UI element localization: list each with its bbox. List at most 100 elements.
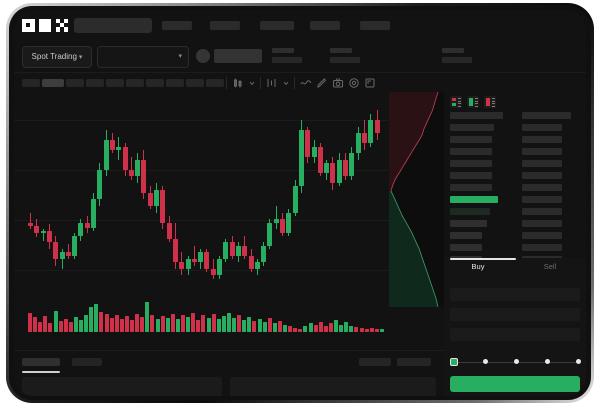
orderbook-right-row[interactable] (522, 196, 562, 203)
settings-gear-icon[interactable] (348, 77, 360, 89)
market-type-selector[interactable]: Spot Trading ▾ (22, 46, 92, 68)
bottom-tab-2[interactable] (72, 358, 102, 366)
tab-sell[interactable]: Sell (543, 262, 557, 271)
slider-stop-100[interactable] (575, 359, 581, 364)
orderbook-right-row[interactable] (522, 112, 571, 119)
camera-snapshot-icon[interactable] (332, 77, 344, 89)
orderbook-right-row[interactable] (522, 220, 562, 227)
trading-pair-selector[interactable]: ▾ (97, 46, 189, 68)
nav-item-2[interactable] (210, 21, 240, 30)
nav-item-4[interactable] (310, 21, 340, 30)
candle (97, 92, 103, 350)
volume-bar (206, 318, 211, 332)
volume-bar (323, 325, 328, 332)
orderbook-both-icon[interactable] (450, 96, 462, 108)
amount-field[interactable] (450, 328, 580, 341)
orderbook-right-row[interactable] (522, 232, 562, 239)
candle (280, 92, 285, 350)
line-chart-icon[interactable] (300, 77, 312, 89)
market-depth-chart[interactable] (389, 92, 444, 307)
volume-bar (150, 314, 155, 332)
orderbook-right-row[interactable] (522, 244, 562, 251)
nav-item-1[interactable] (162, 21, 192, 30)
candle (141, 92, 147, 350)
orderbook-bid-row[interactable] (450, 208, 490, 215)
bottom-card-1[interactable] (22, 377, 222, 396)
okx-logo-icon[interactable] (22, 19, 69, 32)
slider-stop-50[interactable] (513, 359, 519, 364)
orderbook-bid-row[interactable] (450, 244, 482, 251)
volume-bar (221, 315, 226, 332)
orderbook-ask-row[interactable] (450, 184, 492, 191)
nav-search-input[interactable] (74, 18, 152, 33)
percent-slider[interactable] (450, 358, 581, 366)
nav-item-3[interactable] (260, 21, 294, 30)
timeframe-button-9[interactable] (186, 79, 204, 87)
timeframe-button-3[interactable] (66, 79, 84, 87)
orderbook-right-row[interactable] (522, 136, 562, 143)
orderbook-ask-row[interactable] (450, 112, 503, 119)
orderbook-right-row[interactable] (522, 124, 562, 131)
volume-bar (257, 319, 262, 332)
candlestick-chart-type-icon[interactable] (232, 77, 244, 89)
pencil-draw-icon[interactable] (316, 77, 328, 89)
orderbook-ask-row[interactable] (450, 148, 492, 155)
fullscreen-expand-icon[interactable] (364, 77, 376, 89)
timeframe-button-4[interactable] (86, 79, 104, 87)
candle (72, 92, 78, 350)
orderbook-ask-row[interactable] (450, 172, 492, 179)
orderbook-right-row[interactable] (522, 148, 562, 155)
candle (91, 92, 96, 350)
volume-bar (354, 326, 359, 332)
orderbook-right-row[interactable] (522, 172, 562, 179)
orderbook-ask-row[interactable] (450, 124, 494, 131)
orderbook-bid-row[interactable] (450, 232, 482, 239)
timeframe-button-2[interactable] (42, 79, 64, 87)
candle (147, 92, 153, 350)
orderbook-right-row[interactable] (522, 208, 562, 215)
coin-icon (196, 49, 210, 63)
volume-bar (186, 317, 191, 332)
slider-stop-75[interactable] (544, 359, 550, 364)
timeframe-button-6[interactable] (126, 79, 144, 87)
bottom-tab-1[interactable] (22, 358, 60, 366)
bottom-card-2[interactable] (230, 377, 436, 396)
bottom-control-1[interactable] (359, 358, 391, 366)
orderbook-right-row[interactable] (522, 184, 562, 191)
order-type-field[interactable] (450, 288, 580, 301)
tab-buy[interactable]: Buy (471, 262, 485, 271)
orderbook-asks-icon[interactable] (484, 96, 496, 108)
candle (65, 92, 71, 350)
timeframe-button-8[interactable] (166, 79, 184, 87)
volume-bar (303, 325, 308, 332)
toolbar-divider (260, 77, 261, 89)
volume-bar (114, 314, 119, 332)
orderbook-ask-row[interactable] (450, 160, 492, 167)
orderbook-bid-row[interactable] (450, 220, 487, 227)
price-field[interactable] (450, 308, 580, 321)
slider-handle[interactable] (450, 358, 458, 366)
chevron-down-icon[interactable] (282, 77, 290, 89)
volume-bar (211, 313, 216, 332)
timeframe-button-5[interactable] (106, 79, 124, 87)
chevron-down-icon[interactable] (248, 77, 256, 89)
orderbook-bids-icon[interactable] (467, 96, 479, 108)
timeframe-button-10[interactable] (206, 79, 224, 87)
nav-item-5[interactable] (360, 21, 390, 30)
volume-bar (242, 320, 247, 332)
orderbook-spread-row[interactable] (450, 196, 498, 203)
timeframe-button-1[interactable] (22, 79, 40, 87)
candle (267, 92, 273, 350)
volume-bar (175, 319, 180, 332)
stat-value (442, 57, 472, 63)
orderbook-ask-row[interactable] (450, 136, 492, 143)
ticker-stat-3 (442, 48, 472, 63)
bottom-control-2[interactable] (397, 358, 431, 366)
indicators-icon[interactable] (266, 77, 278, 89)
orderbook-right-row[interactable] (522, 160, 562, 167)
price-chart[interactable] (14, 92, 389, 350)
slider-stop-25[interactable] (482, 359, 488, 364)
timeframe-button-7[interactable] (146, 79, 164, 87)
candle (254, 92, 260, 350)
submit-buy-button[interactable] (450, 376, 580, 392)
